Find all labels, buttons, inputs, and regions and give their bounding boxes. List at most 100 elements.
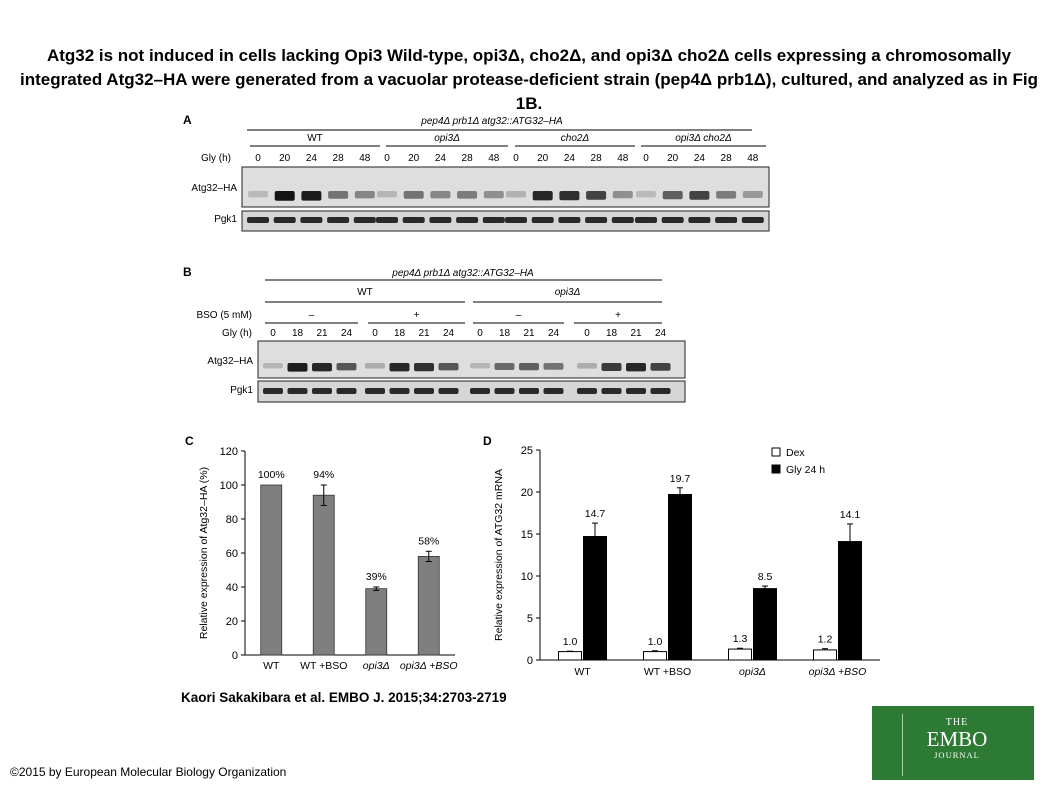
panel-a-timepoint: 20: [537, 153, 549, 164]
panel-a-pgk1-band: [611, 217, 634, 223]
chart-c-y-tick-label: 0: [232, 650, 238, 662]
panel-b-atg32-band: [650, 363, 671, 371]
chart-c-data-label: 100%: [258, 469, 285, 481]
panel-b: B pep4Δ prb1Δ atg32::ATG32–HA WT opi3Δ BS…: [183, 265, 686, 403]
chart-d-x-tick-label: WT: [574, 666, 591, 678]
panel-a-timepoint: 0: [643, 153, 649, 164]
panel-b-timepoint: 0: [477, 328, 483, 339]
panel-a-timepoint: 48: [488, 153, 500, 164]
panel-b-bso-state: –: [516, 310, 522, 321]
panel-a-pgk1-band: [402, 217, 425, 223]
chart-d-bar-gly-24-h-opi3: [753, 588, 777, 661]
panel-a-pgk1-band: [273, 217, 296, 223]
panel-a-pgk1-band: [327, 217, 350, 223]
chart-d-y-axis-label: Relative expression of ATG32 mRNA: [493, 469, 505, 641]
panel-a-pgk1-band: [376, 217, 398, 223]
panel-b-group-opi3: opi3Δ: [555, 287, 581, 298]
panel-a-timepoint: 28: [462, 153, 474, 164]
panel-a-timepoint: 28: [721, 153, 733, 164]
panel-b-timepoint: 24: [655, 328, 667, 339]
panel-b-bso-label: BSO (5 mM): [196, 310, 252, 321]
panel-d-label: D: [483, 434, 492, 448]
panel-a-pgk1-band: [300, 217, 323, 223]
panel-b-atg32-band: [312, 363, 332, 372]
chart-c-data-label: 94%: [313, 469, 334, 481]
panel-a-timepoint: 48: [359, 153, 371, 164]
chart-d-x-tick-label: WT +BSO: [644, 666, 691, 678]
chart-d-data-label: 1.0: [563, 636, 578, 648]
chart-c-y-tick-label: 120: [220, 446, 238, 458]
panel-b-timepoint: 21: [418, 328, 430, 339]
panel-b-pgk1-band: [438, 388, 459, 394]
chart-d-data-label: 19.7: [670, 473, 691, 485]
panel-a-group-wt: WT: [307, 133, 323, 144]
chart-c-bar-opi3: [365, 588, 388, 656]
chart-d-bar-gly-24-h-opi3-bso: [838, 541, 862, 661]
panel-d: D 0 5 10 15 20 25 Relative expression of ATG32…: [483, 434, 880, 678]
chart-c-x-tick-label: opi3Δ: [363, 660, 390, 672]
panel-b-atg32-band: [414, 363, 434, 372]
chart-c-y-tick-label: 80: [226, 514, 238, 526]
chart-c-bar-opi3-bso: [417, 556, 440, 656]
panel-a-atg32-band: [301, 191, 322, 201]
chart-d-data-label: 14.1: [840, 509, 861, 521]
chart-d-data-label: 1.3: [733, 633, 748, 645]
panel-a-atg32-blot: [241, 166, 770, 208]
panel-b-pgk1-band: [336, 388, 357, 394]
panel-a-atg32-band: [636, 191, 656, 198]
embo-journal-logo: THE EMBO JOURNAL: [872, 706, 1034, 780]
panel-b-timepoint: 18: [499, 328, 511, 339]
chart-d-bar-dex-opi3-bso: [813, 649, 837, 661]
panel-b-timepoint: 0: [372, 328, 378, 339]
panel-b-timepoint: 0: [270, 328, 276, 339]
panel-b-pgk1-band: [312, 388, 332, 394]
panel-a-pgk1-band: [585, 217, 608, 223]
panel-a-atg32-band: [612, 191, 633, 199]
panel-a-pgk1-band: [482, 217, 505, 223]
chart-c-x-tick-label: WT +BSO: [300, 660, 347, 672]
panel-b-atg32-blot: [257, 340, 686, 379]
panel-a-group-cho2: cho2Δ: [561, 133, 590, 144]
chart-d-bar-dex-opi3: [728, 648, 752, 661]
panel-a-atg32-band: [354, 191, 375, 199]
panel-b-atg32-band: [601, 363, 622, 371]
chart-d-bar-dex-wt-bso: [643, 651, 667, 661]
panel-a-timepoint: 20: [279, 153, 291, 164]
chart-d-y-tick-label: 15: [521, 529, 533, 541]
chart-d-legend-label-gly-24-h: Gly 24 h: [786, 464, 825, 476]
panel-a-blot-label-atg32: Atg32–HA: [191, 183, 237, 194]
panel-b-atg32-band: [389, 363, 410, 372]
panel-a-atg32-band: [274, 191, 295, 201]
panel-b-pgk1-band: [263, 388, 283, 394]
panel-a-pgk1-band: [741, 217, 764, 223]
panel-c: C 0 20 40 60 80 100 120 Relative expression of …: [185, 434, 458, 672]
panel-a-pgk1-band: [531, 217, 554, 223]
panel-a-timepoint: 48: [617, 153, 629, 164]
panel-b-atg32-band: [519, 363, 539, 371]
panel-c-label: C: [185, 434, 194, 448]
panel-b-atg32-band: [263, 363, 283, 369]
panel-a-atg32-band: [586, 191, 607, 200]
panel-a-timepoint: 24: [435, 153, 447, 164]
panel-b-label: B: [183, 265, 192, 279]
chart-c-y-tick-label: 100: [220, 480, 238, 492]
panel-b-atg32-band: [626, 363, 646, 372]
panel-a-group-opi3: opi3Δ: [434, 133, 460, 144]
panel-b-atg32-band: [543, 363, 564, 370]
chart-d-bar-gly-24-h-wt-bso: [668, 494, 692, 661]
panel-a-pgk1-band: [505, 217, 527, 223]
panel-a-timepoint: 20: [667, 153, 679, 164]
panel-b-atg32-band: [577, 363, 597, 369]
panel-b-timepoint: 24: [548, 328, 560, 339]
chart-d-bar-dex-wt: [558, 651, 582, 661]
panel-a-timepoint: 28: [591, 153, 603, 164]
panel-a-strain: pep4Δ prb1Δ atg32::ATG32–HA: [420, 116, 563, 127]
panel-a-atg32-band: [403, 191, 424, 199]
panel-a-timepoint: 24: [694, 153, 706, 164]
chart-d-legend-swatch-gly-24-h: [771, 464, 781, 474]
panel-b-timepoint: 0: [584, 328, 590, 339]
panel-a-atg32-band: [483, 191, 504, 199]
panel-a-pgk1-band: [558, 217, 581, 223]
panel-b-timepoint: 21: [523, 328, 535, 339]
panel-b-blot-label-pgk1: Pgk1: [230, 385, 253, 396]
